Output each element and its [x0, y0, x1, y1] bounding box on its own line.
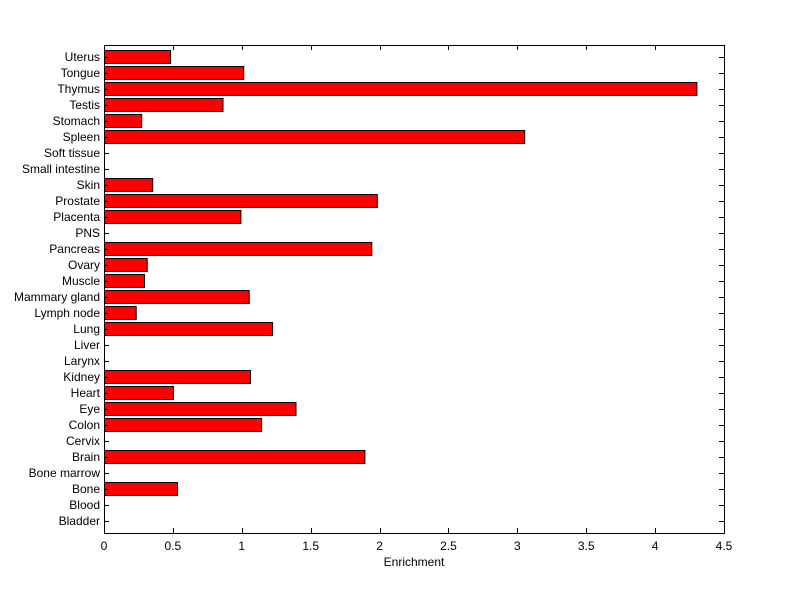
y-tick-label: Placenta [53, 210, 100, 224]
bar-thymus [104, 82, 698, 96]
bar-stomach [104, 114, 143, 128]
x-tick-label: 3 [514, 539, 521, 553]
bar-brain [104, 450, 366, 464]
y-tick-label: Lung [73, 322, 100, 336]
y-tick-label: Liver [74, 338, 100, 352]
x-axis-label: Enrichment [384, 555, 445, 569]
y-tick-label: Heart [71, 386, 101, 400]
y-tick-label: Stomach [53, 114, 100, 128]
y-tick-label: Larynx [64, 354, 100, 368]
x-tick-label: 1.5 [302, 539, 319, 553]
x-tick-label: 3.5 [578, 539, 595, 553]
bar-testis [104, 98, 224, 112]
y-tick-label: Tongue [61, 66, 101, 80]
plot-area-frame [104, 45, 725, 534]
y-tick-label: Mammary gland [14, 290, 100, 304]
bar-spleen [104, 130, 526, 144]
bar-lymph-node [104, 306, 137, 320]
bar-pancreas [104, 242, 373, 256]
bar-bone [104, 482, 178, 496]
bar-mammary-gland [104, 290, 250, 304]
y-tick-label: Eye [79, 402, 100, 416]
y-tick-label: Bone [72, 482, 100, 496]
bar-kidney [104, 370, 251, 384]
bar-ovary [104, 258, 148, 272]
y-tick-label: PNS [75, 226, 100, 240]
x-tick-label: 2 [376, 539, 383, 553]
y-tick-label: Testis [69, 98, 100, 112]
y-tick-label: Colon [69, 418, 100, 432]
y-tick-label: Cervix [66, 434, 100, 448]
x-tick-label: 4.5 [716, 539, 733, 553]
labels-layer: Uterus Tongue Thymus Testis Stomach Spleen Sof… [14, 50, 733, 553]
bar-colon [104, 418, 263, 432]
x-tick-label: 0 [101, 539, 108, 553]
bar-tongue [104, 66, 245, 80]
y-tick-label: Uterus [65, 50, 100, 64]
bar-uterus [104, 50, 172, 64]
x-tick-label: 0.5 [165, 539, 182, 553]
x-tick-label: 1 [238, 539, 245, 553]
y-tick-label: Pancreas [49, 242, 100, 256]
bar-placenta [104, 210, 242, 224]
y-tick-label: Small intestine [22, 162, 100, 176]
bar-lung [104, 322, 274, 336]
bar-heart [104, 386, 174, 400]
x-tick-label: 2.5 [440, 539, 457, 553]
y-tick-label: Skin [77, 178, 100, 192]
ticks-layer [104, 45, 725, 533]
y-tick-label: Brain [72, 450, 100, 464]
x-tick-label: 4 [652, 539, 659, 553]
y-tick-label: Bladder [59, 514, 100, 528]
y-tick-label: Prostate [55, 194, 100, 208]
y-tick-label: Soft tissue [44, 146, 100, 160]
y-tick-label: Spleen [63, 130, 100, 144]
y-tick-label: Blood [69, 498, 100, 512]
bar-skin [104, 178, 154, 192]
y-tick-label: Muscle [62, 274, 100, 288]
y-tick-label: Bone marrow [29, 466, 101, 480]
bar-muscle [104, 274, 145, 288]
y-tick-label: Lymph node [34, 306, 100, 320]
y-tick-label: Ovary [68, 258, 100, 272]
y-tick-label: Thymus [57, 82, 100, 96]
y-tick-label: Kidney [63, 370, 100, 384]
bar-eye [104, 402, 297, 416]
bar-prostate [104, 194, 378, 208]
